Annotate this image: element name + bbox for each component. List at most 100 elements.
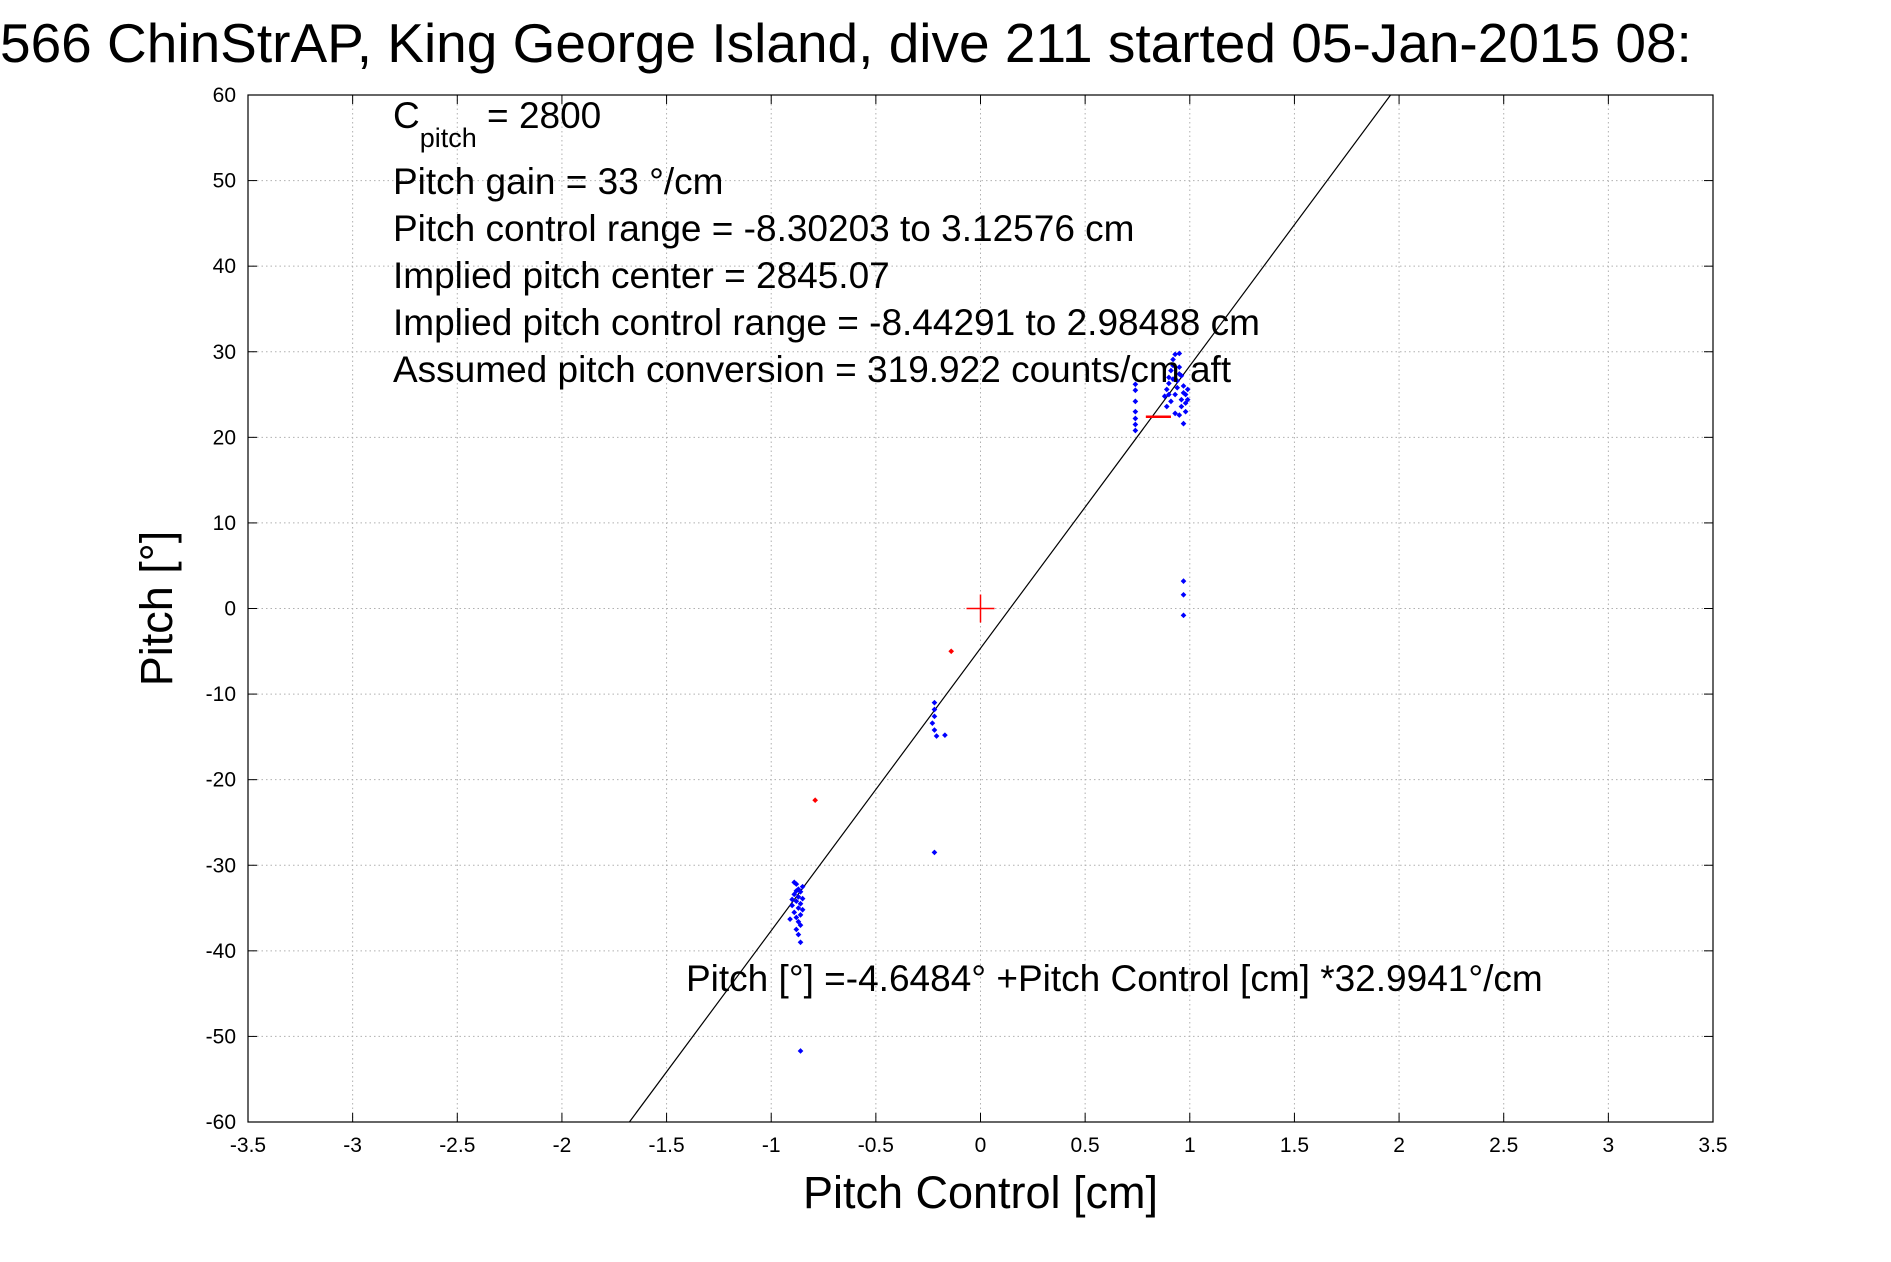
data-point — [1132, 415, 1139, 422]
data-point — [929, 720, 936, 727]
data-point — [1178, 372, 1185, 379]
data-point — [1180, 591, 1187, 598]
data-point — [1170, 356, 1176, 363]
data-point — [797, 939, 804, 946]
x-tick-label: 0.5 — [1071, 1134, 1100, 1157]
data-point — [795, 894, 802, 900]
annotation-c-pitch-subscript: pitch — [420, 123, 477, 153]
data-point — [1180, 383, 1187, 389]
data-point — [931, 727, 938, 733]
annotation-pitch-control-range: Pitch control range = -8.30203 to 3.1257… — [393, 208, 1135, 249]
data-point-red — [948, 648, 955, 655]
data-point — [793, 926, 800, 933]
data-point — [1170, 376, 1176, 382]
annotation-implied-pitch-center: Implied pitch center = 2845.07 — [393, 255, 890, 296]
x-tick-label: 0 — [975, 1134, 987, 1157]
data-point — [1172, 351, 1178, 358]
x-tick-label: -2 — [553, 1134, 572, 1157]
data-point — [1172, 410, 1178, 417]
data-point — [1182, 391, 1189, 398]
data-point — [1166, 374, 1172, 381]
data-point — [795, 905, 802, 911]
x-tick-label: 2.5 — [1489, 1134, 1518, 1157]
data-point — [791, 909, 798, 916]
y-axis-ticks: -60 -50 -40 -30 -20 -10 0 10 20 30 40 50 60 — [206, 84, 1713, 1134]
data-point — [1163, 386, 1170, 393]
data-point — [797, 1048, 804, 1054]
plot-area — [628, 94, 1392, 1123]
data-point — [1132, 408, 1139, 415]
data-point — [797, 888, 804, 895]
data-point — [787, 916, 793, 922]
data-point — [789, 896, 795, 903]
y-tick-label: 10 — [213, 512, 236, 535]
annotation-c-pitch: Cpitch = 2800 — [393, 95, 601, 153]
data-point — [795, 931, 802, 938]
data-point — [931, 713, 938, 720]
data-point — [1180, 578, 1187, 584]
x-tick-label: 1.5 — [1280, 1134, 1309, 1157]
data-point — [1163, 403, 1170, 410]
data-point — [793, 898, 800, 905]
data-point — [1172, 391, 1178, 398]
data-point — [1132, 381, 1139, 388]
x-tick-label: -1.5 — [648, 1134, 684, 1157]
data-point — [1184, 396, 1191, 403]
fit-equation-label: Pitch [°] =-4.6484° +Pitch Control [cm] … — [686, 958, 1543, 999]
data-point — [931, 699, 938, 706]
y-tick-label: 20 — [213, 426, 236, 449]
data-point — [1180, 612, 1187, 619]
annotation-c-pitch-value: = 2800 — [477, 95, 601, 136]
x-tick-label: -1 — [762, 1134, 781, 1157]
y-tick-label: -40 — [206, 940, 236, 963]
annotation-block: Cpitch = 2800 Pitch gain = 33 °/cm Pitch… — [393, 95, 1260, 390]
annotation-assumed-pitch-conversion: Assumed pitch conversion = 319.922 count… — [393, 349, 1232, 390]
x-tick-label: -0.5 — [858, 1134, 894, 1157]
annotation-c-pitch-symbol: C — [393, 95, 420, 136]
plot-frame — [247, 94, 1714, 1123]
data-point — [793, 914, 800, 921]
data-point — [1176, 412, 1183, 418]
data-point — [799, 883, 806, 890]
x-tick-label: 1 — [1184, 1134, 1196, 1157]
data-point-red — [812, 797, 818, 804]
data-point — [1166, 380, 1172, 387]
x-tick-label: -2.5 — [439, 1134, 475, 1157]
data-point — [942, 732, 948, 738]
x-tick-label: 2 — [1393, 1134, 1405, 1157]
data-point — [793, 888, 800, 894]
data-point — [799, 906, 806, 913]
y-tick-label: 0 — [224, 598, 236, 621]
data-point — [933, 733, 940, 739]
x-tick-label: 3 — [1603, 1134, 1615, 1157]
data-point — [1132, 387, 1139, 394]
y-tick-label: 50 — [213, 170, 236, 193]
y-axis-label: Pitch [°] — [131, 531, 182, 687]
data-point — [1132, 398, 1139, 405]
data-point — [1132, 427, 1139, 434]
y-tick-label: 30 — [213, 341, 236, 364]
data-point — [1132, 421, 1139, 428]
x-tick-label: -3 — [343, 1134, 362, 1157]
data-point — [1176, 364, 1183, 370]
data-point — [1180, 420, 1187, 427]
data-point — [1168, 398, 1174, 405]
data-point — [797, 912, 804, 918]
data-point — [799, 895, 806, 902]
y-tick-label: -10 — [206, 683, 236, 706]
data-point — [791, 879, 798, 886]
data-point — [1178, 403, 1185, 410]
data-point — [1161, 393, 1168, 400]
fit-line — [628, 94, 1392, 1123]
data-point — [797, 900, 804, 907]
data-point — [931, 849, 938, 856]
data-point — [1178, 396, 1185, 403]
y-tick-label: -60 — [206, 1111, 236, 1134]
y-tick-label: 60 — [213, 84, 236, 107]
y-tick-label: -30 — [206, 854, 236, 877]
data-point — [1176, 350, 1183, 357]
data-point — [1182, 408, 1189, 415]
x-axis-ticks: -3.5 -3 -2.5 -2 -1.5 -1 -0.5 0 0.5 1 1.5 2 2.5 3 3.5 — [230, 95, 1728, 1157]
y-tick-label: -50 — [206, 1025, 236, 1048]
